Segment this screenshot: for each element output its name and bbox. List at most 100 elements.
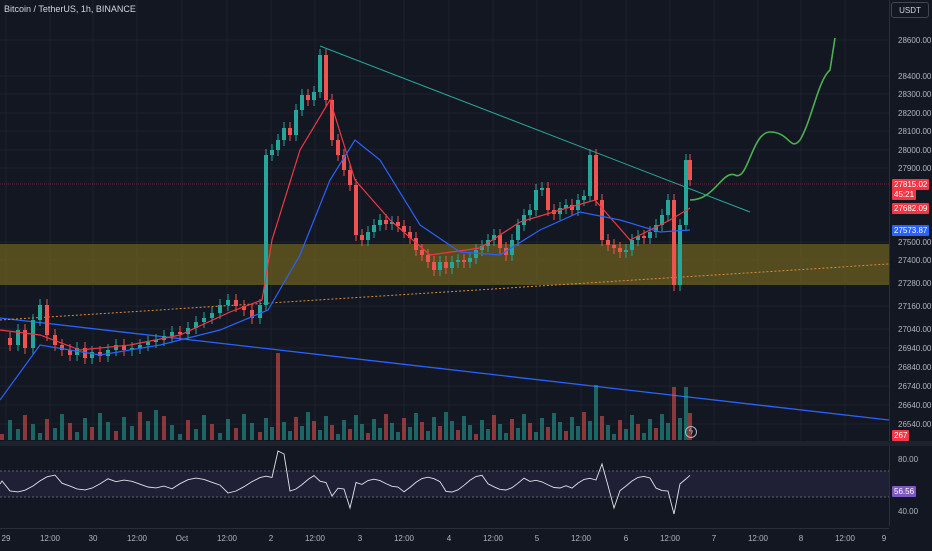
volume-bar [396, 432, 400, 440]
candle-body [492, 235, 496, 240]
candle-body [330, 100, 334, 140]
volume-bar [210, 424, 214, 440]
volume-bar [146, 421, 150, 440]
volume-bar [162, 416, 166, 440]
candle-body [612, 245, 616, 248]
candle-body [98, 352, 102, 356]
volume-bar [154, 410, 158, 440]
rsi-tick: 40.00 [898, 507, 919, 516]
volume-bar [564, 431, 568, 440]
volume-bar [250, 423, 254, 440]
candle-body [642, 236, 646, 238]
volume-bar [218, 433, 222, 440]
rsi-pane[interactable] [0, 446, 889, 526]
candle-body [146, 342, 150, 345]
candle-body [130, 348, 134, 350]
time-axis[interactable]: 29 12:00 30 12:00 Oct 12:00 2 12:00 3 12… [0, 528, 889, 551]
price-tick: 26640.00 [898, 401, 932, 410]
volume-bar [660, 414, 664, 440]
volume-bar [8, 420, 12, 440]
price-tick: 27900.00 [898, 164, 932, 173]
candle-body [318, 55, 322, 92]
volume-bar [60, 414, 64, 440]
dotted-trendline [0, 263, 889, 321]
lower-trendline [0, 317, 889, 421]
volume-bar [654, 428, 658, 440]
candle-body [138, 345, 142, 348]
price-tick: 26940.00 [898, 344, 932, 353]
price-axis[interactable]: 28600.00 28400.00 28300.00 28200.00 2810… [889, 0, 932, 441]
volume-bar [402, 418, 406, 440]
candle-body [516, 225, 520, 240]
candle-body [468, 258, 472, 262]
volume-bar [522, 414, 526, 440]
candle-body [38, 305, 42, 320]
candle-body [264, 155, 268, 305]
candle-body [618, 248, 622, 252]
candle-body [242, 306, 246, 310]
time-label: 12:00 [304, 534, 326, 543]
candle-body [474, 250, 478, 258]
volume-bar [558, 422, 562, 440]
volume-bar [420, 422, 424, 440]
candle-body [624, 250, 628, 252]
candle-body [202, 318, 206, 322]
time-label: 9 [881, 534, 887, 543]
candle-body [258, 305, 262, 318]
time-label: 29 [1, 534, 11, 543]
volume-bar [444, 412, 448, 440]
volume-bar [498, 424, 502, 440]
main-chart-pane[interactable]: Bitcoin / TetherUS, 1h, BINANCE ϟ [0, 0, 889, 441]
volume-bar [588, 421, 592, 440]
candle-body [226, 300, 230, 305]
volume-bar [462, 416, 466, 440]
candle-body [348, 170, 352, 185]
candle-body [408, 232, 412, 238]
candle-body [600, 200, 604, 240]
volume-bar [642, 433, 646, 440]
time-label: 12:00 [834, 534, 856, 543]
volume-bar [264, 418, 268, 440]
candle-body [594, 155, 598, 200]
volume-bar [378, 428, 382, 440]
candle-body [528, 210, 532, 215]
candle-body [250, 310, 254, 318]
rsi-axis[interactable]: 80.00 40.00 56.56 [889, 446, 932, 526]
candle-body [276, 140, 280, 150]
volume-bar [98, 413, 102, 440]
volume-bar [16, 429, 20, 440]
candle-body [194, 322, 198, 328]
volume-bar [438, 426, 442, 440]
candle-body [570, 205, 574, 210]
volume-bar [684, 387, 688, 440]
symbol-title: Bitcoin / TetherUS, 1h, BINANCE [4, 4, 136, 14]
volume-bar [648, 419, 652, 440]
volume-bar [38, 433, 42, 440]
candle-body [396, 222, 400, 226]
volume-bar [114, 431, 118, 440]
volume-bar [258, 432, 262, 440]
candle-body [154, 340, 158, 342]
candle-body [342, 155, 346, 170]
candle-body [636, 236, 640, 240]
price-chart[interactable] [0, 0, 889, 441]
candle-body [522, 215, 526, 225]
volume-bar [31, 424, 35, 440]
price-tick: 27280.00 [898, 279, 932, 288]
volume-bar [300, 426, 304, 440]
volume-bar [666, 423, 670, 440]
rsi-value-tag: 56.56 [892, 486, 917, 497]
lightning-icon[interactable]: ϟ [685, 426, 697, 438]
candle-body [218, 305, 222, 313]
volume-bar [23, 415, 27, 440]
volume-bar [202, 415, 206, 440]
pane-separator[interactable] [0, 441, 932, 446]
time-label: 12:00 [216, 534, 238, 543]
volume-bar [606, 425, 610, 440]
currency-button[interactable]: USDT [891, 2, 929, 18]
volume-bar [276, 353, 280, 440]
candle-body [336, 140, 340, 155]
candle-body [68, 350, 72, 355]
rsi-chart[interactable] [0, 446, 889, 526]
volume-bar [186, 420, 190, 440]
